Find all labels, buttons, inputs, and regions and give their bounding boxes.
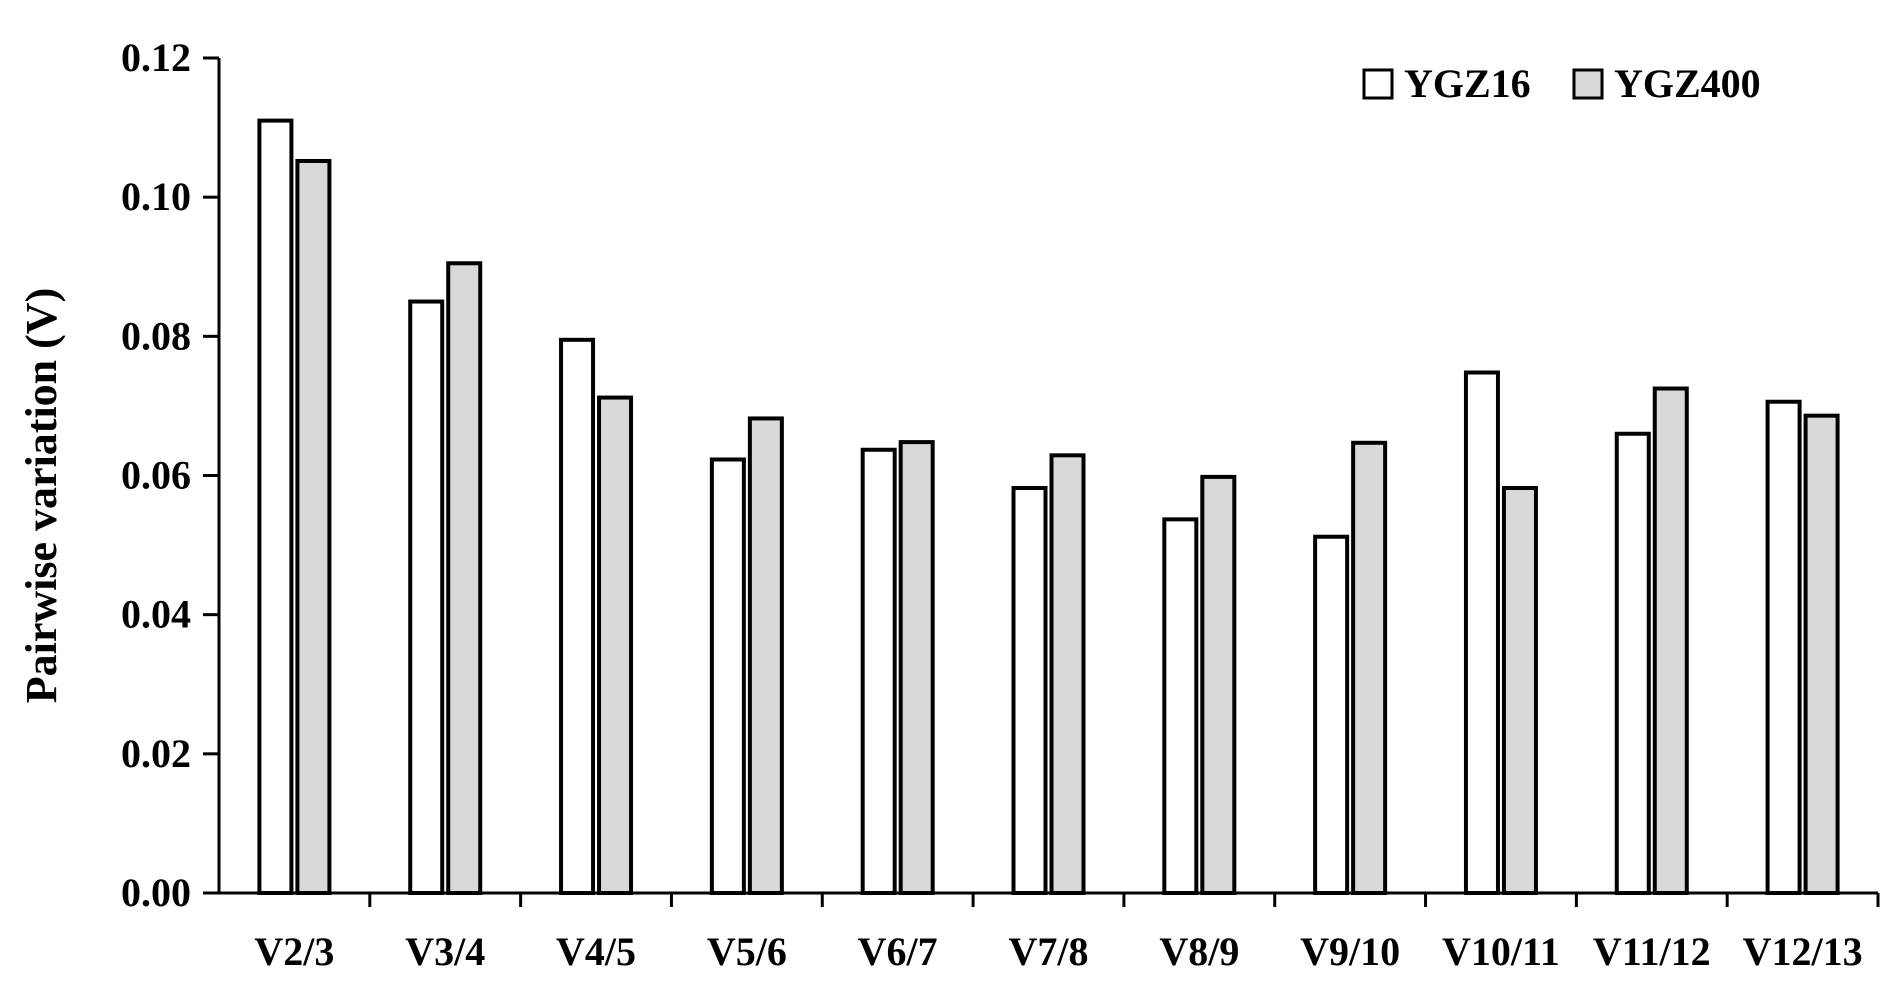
x-category-label: V8/9	[1159, 929, 1239, 974]
x-category-label: V4/5	[556, 929, 636, 974]
bar-ygz400-v6-7	[898, 440, 935, 895]
bar-ygz400-v5-6	[747, 416, 784, 895]
x-ticks: V2/3 V3/4 V4/5 V5/6 V6/7 V7/8 V8/9 V9/10 V10/11 V…	[254, 893, 1880, 974]
bar-ygz16-v6-7	[860, 447, 897, 895]
bar-ygz16-v10-11	[1463, 370, 1500, 895]
legend-swatch-ygz400	[1572, 68, 1604, 100]
x-category-label: V6/7	[858, 929, 938, 974]
bar-ygz400-v9-10	[1351, 440, 1388, 895]
y-axis-title: Pairwise variation (V)	[17, 288, 66, 703]
y-ticks: 0.00 0.02 0.04 0.06 0.08 0.10 0.12	[121, 35, 219, 915]
bar-ygz16-v2-3	[257, 118, 294, 895]
y-tick-label: 0.00	[121, 870, 191, 915]
x-category-label: V3/4	[405, 929, 485, 974]
bar-ygz16-v5-6	[709, 457, 746, 895]
bar-ygz16-v9-10	[1313, 534, 1350, 895]
bar-ygz16-v3-4	[408, 299, 445, 895]
bar-ygz16-v11-12	[1614, 431, 1651, 895]
bar-ygz400-v11-12	[1652, 386, 1689, 895]
x-category-label: V2/3	[254, 929, 334, 974]
bar-ygz400-v3-4	[446, 261, 483, 896]
y-tick-label: 0.08	[121, 313, 191, 358]
x-category-label: V12/13	[1743, 929, 1863, 974]
legend: YGZ16 YGZ400	[1362, 61, 1761, 106]
y-tick-label: 0.10	[121, 174, 191, 219]
x-category-label: V7/8	[1009, 929, 1089, 974]
x-category-label: V9/10	[1300, 929, 1400, 974]
bar-ygz400-v4-5	[597, 395, 634, 895]
legend-swatch-ygz16	[1362, 68, 1394, 100]
y-tick-label: 0.04	[121, 592, 191, 637]
bar-ygz400-v7-8	[1049, 453, 1086, 895]
y-tick-label: 0.06	[121, 453, 191, 498]
bar-ygz400-v10-11	[1501, 486, 1538, 895]
bar-ygz16-v8-9	[1162, 517, 1199, 896]
legend-label-ygz16: YGZ16	[1404, 61, 1531, 106]
bar-ygz16-v7-8	[1011, 486, 1048, 895]
bar-ygz400-v8-9	[1200, 474, 1237, 895]
y-tick-label: 0.02	[121, 731, 191, 776]
bar-ygz400-v2-3	[295, 158, 332, 895]
bars-layer	[257, 118, 1840, 896]
bar-ygz400-v12-13	[1803, 413, 1840, 895]
x-category-label: V10/11	[1442, 929, 1560, 974]
x-category-label: V11/12	[1593, 929, 1711, 974]
legend-label-ygz400: YGZ400	[1614, 61, 1761, 106]
bar-ygz16-v12-13	[1765, 399, 1802, 895]
y-tick-label: 0.12	[121, 35, 191, 80]
x-category-label: V5/6	[707, 929, 787, 974]
bar-ygz16-v4-5	[559, 337, 596, 895]
